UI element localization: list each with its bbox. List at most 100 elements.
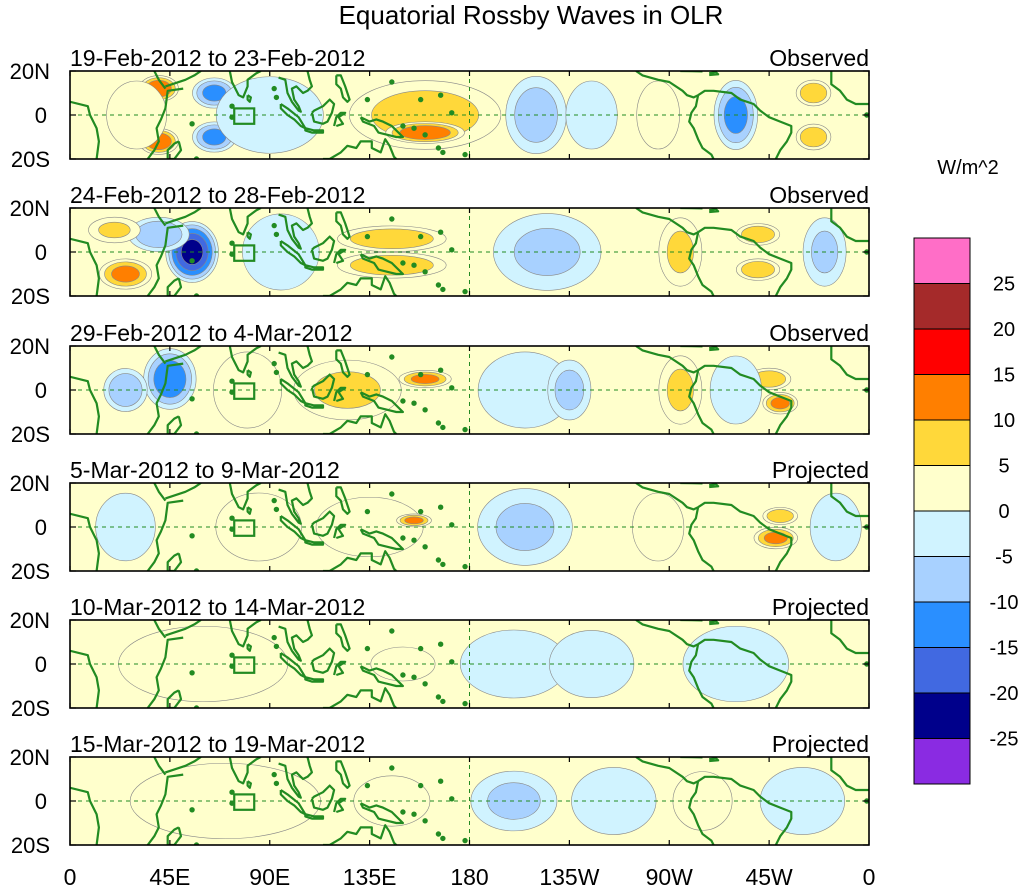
coastline <box>278 757 313 799</box>
island <box>449 385 455 391</box>
anomaly-contour <box>741 225 775 243</box>
reference-box <box>233 519 256 537</box>
anomaly-contour <box>410 374 440 384</box>
coastline <box>278 71 313 113</box>
island <box>271 497 277 504</box>
island <box>400 809 406 815</box>
coastline <box>153 346 167 365</box>
island <box>229 103 235 109</box>
coastline <box>697 364 793 434</box>
panel-type-label: Observed <box>769 182 869 208</box>
y-tick-label: 0 <box>35 240 47 265</box>
coastline <box>310 784 336 811</box>
x-tick-label: 0 <box>863 864 876 890</box>
y-tick-label: 20N <box>10 608 50 633</box>
island <box>422 544 428 550</box>
island <box>389 354 395 360</box>
colorbar-swatch <box>913 738 971 785</box>
x-tick-label: 90W <box>646 864 694 890</box>
island <box>449 247 455 253</box>
y-tick-label: 20N <box>10 196 50 221</box>
coastline <box>709 483 720 489</box>
island <box>411 400 417 406</box>
coastline <box>310 647 336 674</box>
coastline <box>166 415 183 434</box>
island <box>462 151 468 158</box>
colorbar-swatch <box>913 601 971 648</box>
coastline <box>146 87 184 159</box>
island <box>189 258 195 264</box>
anomaly-contour <box>799 82 828 104</box>
colorbar-swatch <box>913 510 971 557</box>
panel-date-range: 5-Mar-2012 to 9-Mar-2012 <box>70 457 340 483</box>
x-axis: 0 45E 90E 135E 180 135W 90W 45W 0 <box>64 864 876 890</box>
coastline <box>246 231 252 240</box>
colorbar-swatch <box>913 283 971 330</box>
reference-box <box>233 382 256 400</box>
coastlines <box>70 757 869 845</box>
coastline <box>146 636 184 708</box>
coastline <box>279 789 307 816</box>
coastlines <box>70 346 869 434</box>
coastline <box>310 98 336 125</box>
panel-date-range: 29-Feb-2012 to 4-Mar-2012 <box>70 320 353 346</box>
reference-box <box>233 656 256 674</box>
colorbar-swatch <box>913 419 971 466</box>
island <box>417 782 424 789</box>
island <box>271 360 277 367</box>
coastline <box>688 94 715 159</box>
y-tick-label: 20N <box>10 471 50 496</box>
island <box>271 85 277 92</box>
island <box>462 837 468 844</box>
anomaly-contour <box>799 126 828 148</box>
coastline <box>333 248 347 265</box>
coastline <box>228 208 262 236</box>
coastline <box>166 140 183 159</box>
coastline <box>165 620 202 637</box>
island <box>417 645 424 652</box>
reference-box <box>233 244 256 262</box>
colorbar-swatch <box>913 328 971 375</box>
coastline <box>335 486 351 515</box>
island <box>364 371 371 378</box>
x-tick-label: 45W <box>745 864 793 890</box>
coastline <box>335 760 351 789</box>
colorbar-swatch <box>913 692 971 739</box>
coastline <box>304 264 325 271</box>
coastlines <box>70 483 869 571</box>
coastline <box>830 757 869 792</box>
island <box>273 369 280 376</box>
island <box>271 771 277 778</box>
map-panel: 20N 0 20S 19-Feb-2012 to 23-Feb-2012 Observe… <box>10 45 870 172</box>
colorbar-swatch <box>913 465 971 512</box>
colorbar-label: 0 <box>998 501 1009 523</box>
island <box>411 537 417 543</box>
colorbar-swatch <box>913 374 971 421</box>
coastline <box>278 208 313 250</box>
y-tick-label: 20N <box>10 59 50 84</box>
island <box>400 398 406 404</box>
coastline <box>278 483 313 525</box>
coastline <box>323 413 398 434</box>
coastline <box>359 253 404 276</box>
coastline <box>635 346 699 374</box>
island <box>462 288 468 295</box>
coastline <box>335 349 351 378</box>
map-panels: 20N 0 20S 19-Feb-2012 to 23-Feb-2012 Observe… <box>10 45 870 858</box>
island <box>411 125 417 131</box>
y-tick-label: 0 <box>35 789 47 814</box>
coastline <box>830 483 869 518</box>
panel-type-label: Observed <box>769 45 869 71</box>
island <box>400 123 406 129</box>
map-panel: 20N 0 20S 15-Mar-2012 to 19-Mar-2012 Project… <box>10 731 870 858</box>
x-tick-label: 135E <box>343 864 397 890</box>
coastline <box>70 649 100 708</box>
coastline <box>333 111 347 128</box>
coastline <box>335 74 351 103</box>
coastline <box>688 780 715 845</box>
panel-date-range: 19-Feb-2012 to 23-Feb-2012 <box>70 45 365 71</box>
island <box>189 121 195 127</box>
coastline <box>304 539 325 546</box>
colorbar-swatch <box>913 647 971 694</box>
colorbar-label: 15 <box>993 365 1015 387</box>
